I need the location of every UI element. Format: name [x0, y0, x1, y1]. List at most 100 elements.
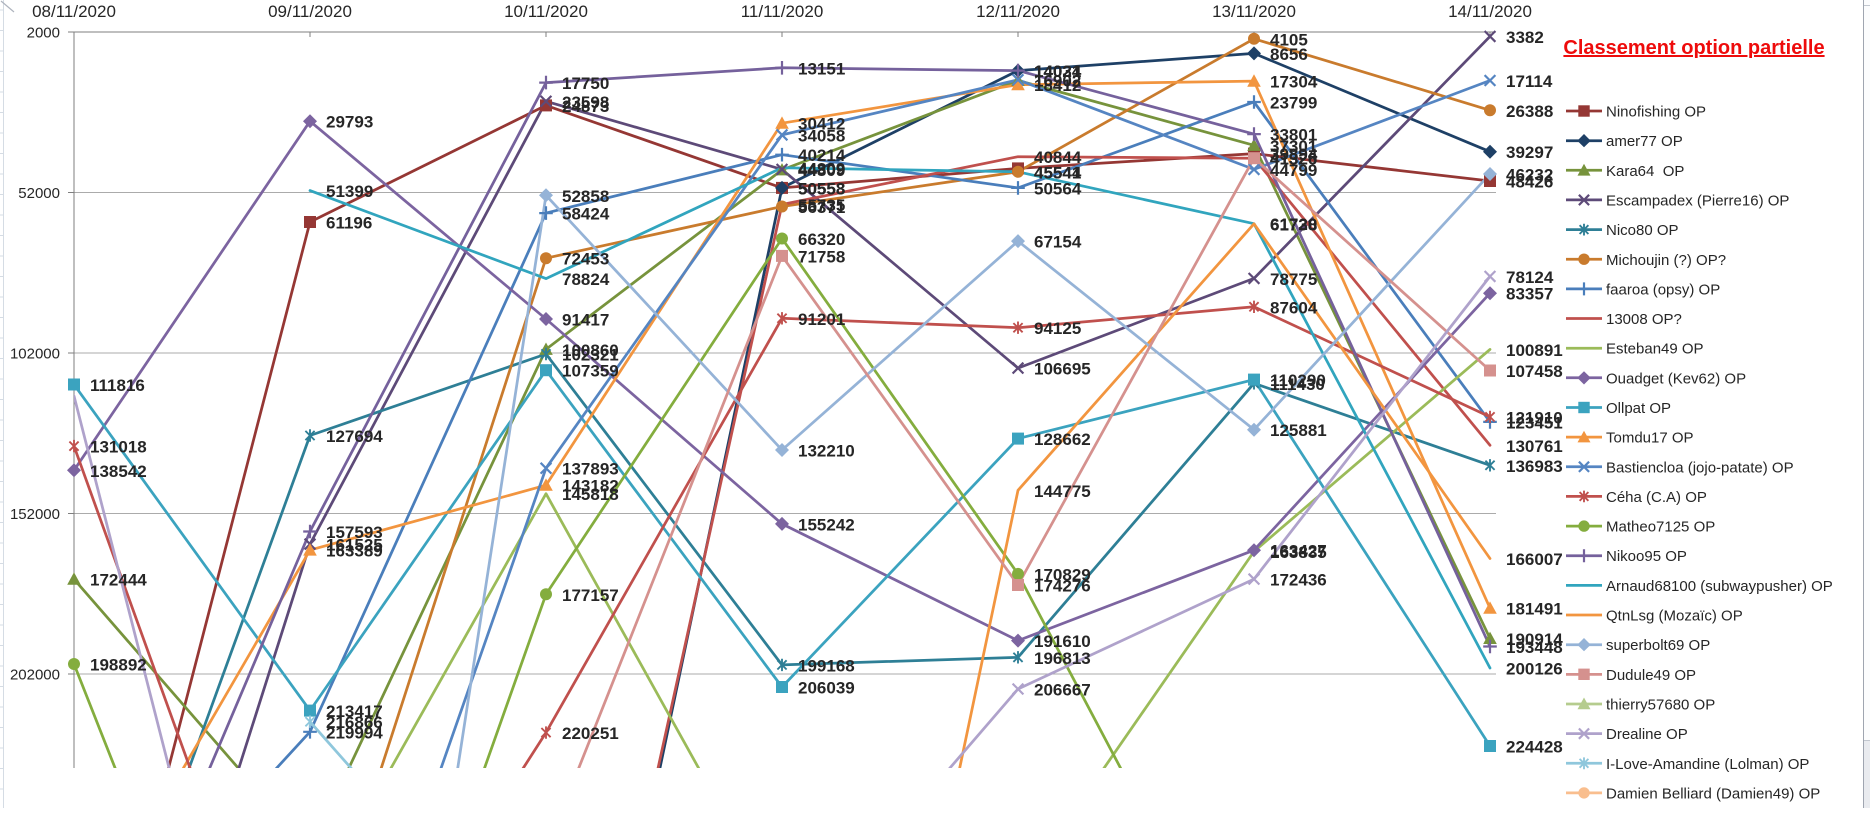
svg-text:172444: 172444 [90, 571, 147, 590]
svg-text:23598: 23598 [562, 93, 609, 112]
svg-text:121910: 121910 [1506, 408, 1563, 427]
svg-text:61720: 61720 [1270, 215, 1317, 234]
svg-text:Michoujin (?) OP?: Michoujin (?) OP? [1606, 252, 1726, 269]
svg-text:44309: 44309 [798, 159, 845, 178]
svg-text:51399: 51399 [326, 182, 373, 201]
svg-text:Ollpat OP: Ollpat OP [1606, 400, 1671, 417]
svg-text:198892: 198892 [90, 656, 147, 675]
svg-text:200126: 200126 [1506, 660, 1563, 679]
svg-text:44809: 44809 [798, 161, 845, 180]
svg-text:44799: 44799 [1270, 161, 1317, 180]
svg-text:107458: 107458 [1506, 362, 1563, 381]
svg-text:2000: 2000 [27, 25, 60, 42]
svg-text:Escampadex (Pierre16) OP: Escampadex (Pierre16) OP [1606, 192, 1789, 209]
svg-text:18412: 18412 [1034, 76, 1081, 95]
svg-text:72453: 72453 [562, 250, 609, 269]
svg-text:13151: 13151 [798, 59, 845, 78]
svg-text:87604: 87604 [1270, 298, 1318, 317]
svg-text:111816: 111816 [90, 376, 145, 395]
svg-text:128662: 128662 [1034, 430, 1091, 449]
svg-text:172436: 172436 [1270, 571, 1327, 590]
svg-text:thierry57680 OP: thierry57680 OP [1606, 697, 1715, 714]
svg-text:Arnaud68100 (subwaypusher) OP: Arnaud68100 (subwaypusher) OP [1606, 578, 1833, 595]
svg-text:39894: 39894 [1270, 145, 1318, 164]
svg-text:10/11/2020: 10/11/2020 [504, 2, 588, 21]
svg-text:177157: 177157 [562, 586, 619, 605]
svg-text:125881: 125881 [1270, 421, 1327, 440]
svg-text:Ninofishing OP: Ninofishing OP [1606, 104, 1706, 121]
svg-text:71758: 71758 [798, 247, 845, 266]
svg-text:100891: 100891 [1506, 341, 1563, 360]
svg-text:163427: 163427 [1270, 542, 1327, 561]
svg-text:83357: 83357 [1506, 285, 1553, 304]
svg-text:191610: 191610 [1034, 632, 1091, 651]
svg-text:66320: 66320 [798, 230, 845, 249]
svg-text:40214: 40214 [798, 146, 846, 165]
svg-text:17304: 17304 [1270, 73, 1318, 92]
svg-text:Tomdu17 OP: Tomdu17 OP [1606, 430, 1694, 447]
svg-text:09/11/2020: 09/11/2020 [268, 2, 352, 21]
svg-text:161525: 161525 [326, 536, 383, 555]
svg-text:40844: 40844 [1034, 148, 1082, 167]
svg-text:202000: 202000 [10, 667, 60, 684]
svg-text:45544: 45544 [1034, 163, 1082, 182]
svg-text:14021: 14021 [1034, 62, 1081, 81]
svg-text:46232: 46232 [1506, 166, 1553, 185]
svg-text:67154: 67154 [1034, 233, 1082, 252]
svg-text:4105: 4105 [1270, 30, 1308, 49]
svg-text:132210: 132210 [798, 442, 855, 461]
svg-text:Damien Belliard (Damien49) OP: Damien Belliard (Damien49) OP [1606, 785, 1820, 802]
svg-text:Classement option partielle: Classement option partielle [1563, 37, 1824, 59]
svg-text:56371: 56371 [798, 198, 845, 217]
svg-text:11/11/2020: 11/11/2020 [741, 2, 824, 21]
svg-text:Céha (C.A) OP: Céha (C.A) OP [1606, 489, 1707, 506]
svg-text:181491: 181491 [1506, 600, 1563, 619]
svg-text:41320: 41320 [1270, 150, 1317, 169]
svg-text:52858: 52858 [562, 187, 609, 206]
svg-text:206039: 206039 [798, 679, 855, 698]
svg-text:143182: 143182 [562, 477, 619, 496]
svg-text:Matheo7125 OP: Matheo7125 OP [1606, 519, 1715, 536]
svg-text:196813: 196813 [1034, 649, 1091, 668]
svg-text:55735: 55735 [798, 196, 845, 215]
svg-text:26388: 26388 [1506, 102, 1553, 121]
svg-text:163835: 163835 [1270, 543, 1327, 562]
svg-text:08/11/2020: 08/11/2020 [32, 2, 116, 21]
svg-text:50553: 50553 [798, 179, 845, 198]
svg-text:17114: 17114 [1506, 72, 1553, 91]
svg-text:37301: 37301 [1270, 137, 1317, 156]
svg-text:13008 OP?: 13008 OP? [1606, 311, 1682, 328]
svg-text:Nikoo95 OP: Nikoo95 OP [1606, 548, 1687, 565]
svg-text:23799: 23799 [1270, 94, 1317, 113]
svg-text:faaroa (opsy) OP: faaroa (opsy) OP [1606, 281, 1720, 298]
svg-text:91417: 91417 [562, 311, 609, 330]
svg-text:12/11/2020: 12/11/2020 [976, 2, 1060, 21]
svg-text:216866: 216866 [326, 713, 383, 732]
svg-text:102321: 102321 [562, 346, 619, 365]
svg-text:29793: 29793 [326, 113, 373, 132]
svg-text:219994: 219994 [326, 723, 383, 742]
svg-text:111430: 111430 [1270, 375, 1325, 394]
svg-text:39297: 39297 [1506, 143, 1553, 162]
svg-text:206667: 206667 [1034, 681, 1091, 700]
svg-text:superbolt69 OP: superbolt69 OP [1606, 637, 1710, 654]
svg-text:13/11/2020: 13/11/2020 [1212, 2, 1296, 21]
svg-text:78775: 78775 [1270, 270, 1317, 289]
svg-text:110290: 110290 [1270, 371, 1326, 390]
svg-text:33801: 33801 [1270, 126, 1317, 145]
svg-text:144775: 144775 [1034, 482, 1091, 501]
svg-text:amer77 OP: amer77 OP [1606, 133, 1683, 150]
svg-text:I-Love-Amandine (Lolman) OP: I-Love-Amandine (Lolman) OP [1606, 756, 1809, 773]
svg-text:Esteban49 OP: Esteban49 OP [1606, 341, 1704, 358]
svg-text:94125: 94125 [1034, 319, 1081, 338]
svg-text:58424: 58424 [562, 205, 610, 224]
svg-text:130761: 130761 [1506, 437, 1563, 456]
svg-text:174276: 174276 [1034, 577, 1091, 596]
svg-text:190914: 190914 [1506, 630, 1563, 649]
svg-text:220251: 220251 [562, 724, 619, 743]
svg-text:52000: 52000 [18, 185, 60, 202]
svg-text:199168: 199168 [798, 656, 855, 675]
svg-text:127694: 127694 [326, 427, 383, 446]
svg-text:30412: 30412 [798, 115, 845, 134]
svg-text:78824: 78824 [562, 270, 610, 289]
